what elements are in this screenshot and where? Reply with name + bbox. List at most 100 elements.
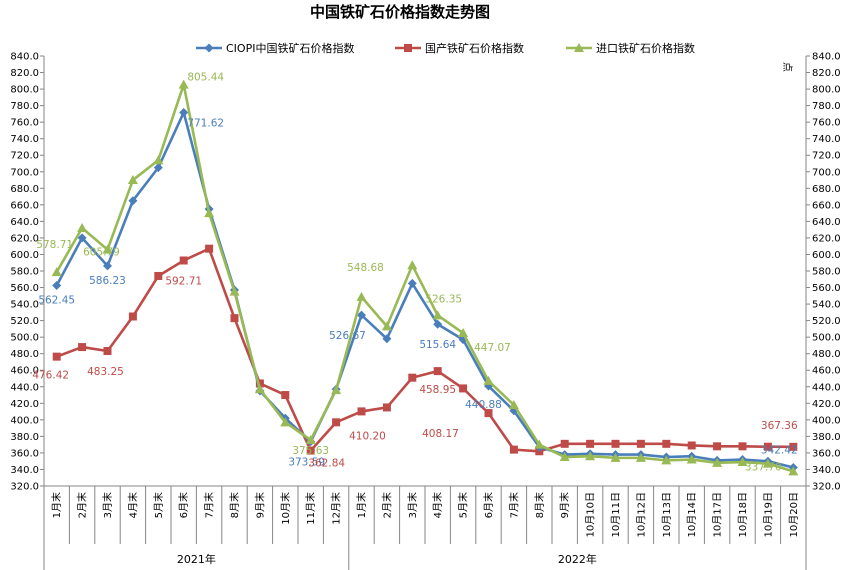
legend-label: 国产铁矿石价格指数 [425, 41, 524, 55]
triangle-marker [356, 291, 367, 301]
left-tick-label: 680.0 [10, 184, 39, 195]
triangle-marker [102, 244, 113, 254]
right-tick-label: 380.0 [812, 432, 841, 443]
data-label: 562.45 [38, 295, 75, 307]
right-tick-label: 540.0 [812, 300, 841, 311]
category-label: 8月末 [533, 492, 546, 518]
triangle-marker [483, 375, 494, 385]
legend-label: CIOPI中国铁矿石价格指数 [226, 41, 354, 55]
left-tick-label: 560.0 [10, 283, 39, 294]
right-tick-label: 760.0 [812, 118, 841, 129]
triangle-marker [635, 452, 646, 462]
triangle-marker [432, 310, 443, 320]
left-tick-label: 800.0 [10, 85, 39, 96]
triangle-marker [305, 434, 316, 444]
left-tick-label: 740.0 [10, 134, 39, 145]
diamond-marker [128, 196, 138, 206]
category-label: 9月末 [253, 492, 266, 518]
data-label: 458.95 [419, 384, 456, 396]
diamond-marker [407, 278, 417, 288]
square-marker [332, 418, 341, 427]
right-tick-label: 780.0 [812, 101, 841, 112]
diamond-marker [77, 233, 87, 243]
series-layer [51, 79, 799, 476]
data-label: 592.71 [165, 275, 202, 287]
square-marker [382, 403, 391, 412]
right-tick-label: 320.0 [812, 482, 841, 493]
left-tick-label: 580.0 [10, 267, 39, 278]
series-line [56, 247, 794, 453]
square-marker [103, 347, 112, 356]
square-marker [687, 441, 696, 450]
category-label: 10月13日 [661, 492, 673, 537]
right-tick-label: 620.0 [812, 233, 841, 244]
square-marker [738, 442, 747, 451]
category-label: 2月末 [380, 492, 393, 518]
group-label: 2022年 [558, 552, 597, 566]
data-label: 805.44 [187, 72, 224, 84]
series-line [55, 83, 794, 473]
left-tick-label: 460.0 [10, 366, 39, 377]
square-marker [713, 442, 722, 451]
right-tick-label: 480.0 [812, 349, 841, 360]
right-tick-label: 640.0 [812, 217, 841, 228]
square-marker [404, 44, 412, 52]
data-label: 342.42 [761, 444, 798, 456]
diamond-marker [153, 163, 163, 173]
category-label: 3月末 [101, 492, 114, 518]
left-tick-label: 840.0 [10, 52, 39, 63]
category-label: 5月末 [457, 492, 470, 518]
left-tick-label: 500.0 [10, 333, 39, 344]
series-2 [51, 79, 799, 476]
category-label: 10月17日 [712, 492, 724, 537]
data-label: 526.67 [329, 330, 366, 342]
data-label: 578.71 [36, 239, 73, 251]
axes: 320.0 320.0 340.0 340.0 360.0 360.0 380.0 380.0… [10, 52, 841, 570]
category-label: 12月末 [330, 492, 343, 525]
right-tick-label: 420.0 [812, 399, 841, 410]
triangle-marker [585, 451, 596, 461]
square-marker [230, 314, 239, 323]
left-tick-label: 520.0 [10, 316, 39, 327]
square-marker [509, 445, 518, 454]
triangle-marker [788, 466, 799, 476]
square-marker [408, 373, 417, 382]
square-marker [789, 442, 798, 451]
left-tick-label: 600.0 [10, 250, 39, 261]
triangle-marker [574, 43, 584, 52]
right-tick-label: 360.0 [812, 448, 841, 459]
category-label: 10月末 [279, 492, 292, 525]
square-marker [484, 409, 493, 418]
category-label: 7月末 [203, 492, 216, 518]
diamond-marker [433, 319, 443, 329]
category-label: 10月19日 [762, 492, 774, 537]
square-marker [255, 379, 264, 388]
data-label: 373.59 [288, 457, 325, 469]
data-label: 548.68 [347, 262, 384, 274]
category-label: 8月末 [228, 492, 241, 518]
data-label: 408.17 [422, 428, 459, 440]
triangle-marker [229, 286, 240, 296]
triangle-marker [127, 175, 138, 185]
left-tick-label: 640.0 [10, 217, 39, 228]
data-label: 362.84 [308, 458, 345, 470]
square-marker [128, 312, 137, 321]
legend: CIOPI中国铁矿石价格指数 国产铁矿石价格指数 进口铁矿石价格指数 [196, 41, 695, 55]
data-label: 375.63 [292, 445, 329, 457]
left-tick-label: 360.0 [10, 448, 39, 459]
right-axis-unit: 点 [781, 62, 793, 72]
triangle-marker [407, 260, 418, 270]
triangle-marker [712, 457, 723, 467]
right-tick-label: 800.0 [812, 85, 841, 96]
triangle-marker [153, 155, 164, 165]
data-label: 410.20 [349, 430, 386, 442]
triangle-marker [178, 79, 189, 89]
diamond-marker [52, 281, 62, 291]
category-label: 10月11日 [610, 492, 622, 537]
square-marker [763, 442, 772, 451]
category-label: 1月末 [50, 492, 63, 518]
category-label: 3月末 [406, 492, 419, 518]
triangle-marker [508, 399, 519, 409]
left-tick-label: 380.0 [10, 432, 39, 443]
data-label: 586.23 [89, 275, 126, 287]
